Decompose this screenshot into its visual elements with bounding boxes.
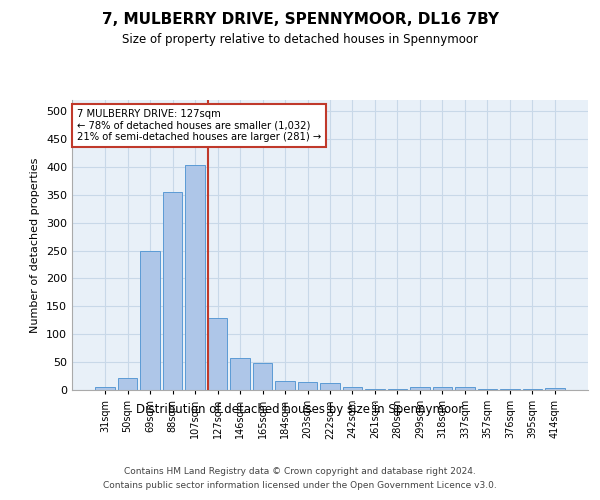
- Bar: [433, 387, 452, 390]
- Bar: [298, 382, 317, 390]
- Bar: [410, 386, 430, 390]
- Bar: [185, 165, 205, 390]
- Bar: [253, 363, 272, 390]
- Y-axis label: Number of detached properties: Number of detached properties: [31, 158, 40, 332]
- Text: Contains HM Land Registry data © Crown copyright and database right 2024.: Contains HM Land Registry data © Crown c…: [124, 468, 476, 476]
- Bar: [343, 386, 362, 390]
- Bar: [208, 318, 227, 390]
- Bar: [365, 389, 385, 390]
- Bar: [320, 383, 340, 390]
- Bar: [230, 358, 250, 390]
- Bar: [545, 388, 565, 390]
- Text: 7 MULBERRY DRIVE: 127sqm
← 78% of detached houses are smaller (1,032)
21% of sem: 7 MULBERRY DRIVE: 127sqm ← 78% of detach…: [77, 108, 322, 142]
- Bar: [455, 387, 475, 390]
- Bar: [140, 250, 160, 390]
- Text: 7, MULBERRY DRIVE, SPENNYMOOR, DL16 7BY: 7, MULBERRY DRIVE, SPENNYMOOR, DL16 7BY: [101, 12, 499, 28]
- Text: Size of property relative to detached houses in Spennymoor: Size of property relative to detached ho…: [122, 32, 478, 46]
- Bar: [163, 192, 182, 390]
- Bar: [275, 380, 295, 390]
- Bar: [500, 389, 520, 390]
- Text: Distribution of detached houses by size in Spennymoor: Distribution of detached houses by size …: [136, 402, 464, 415]
- Bar: [95, 387, 115, 390]
- Text: Contains public sector information licensed under the Open Government Licence v3: Contains public sector information licen…: [103, 481, 497, 490]
- Bar: [118, 378, 137, 390]
